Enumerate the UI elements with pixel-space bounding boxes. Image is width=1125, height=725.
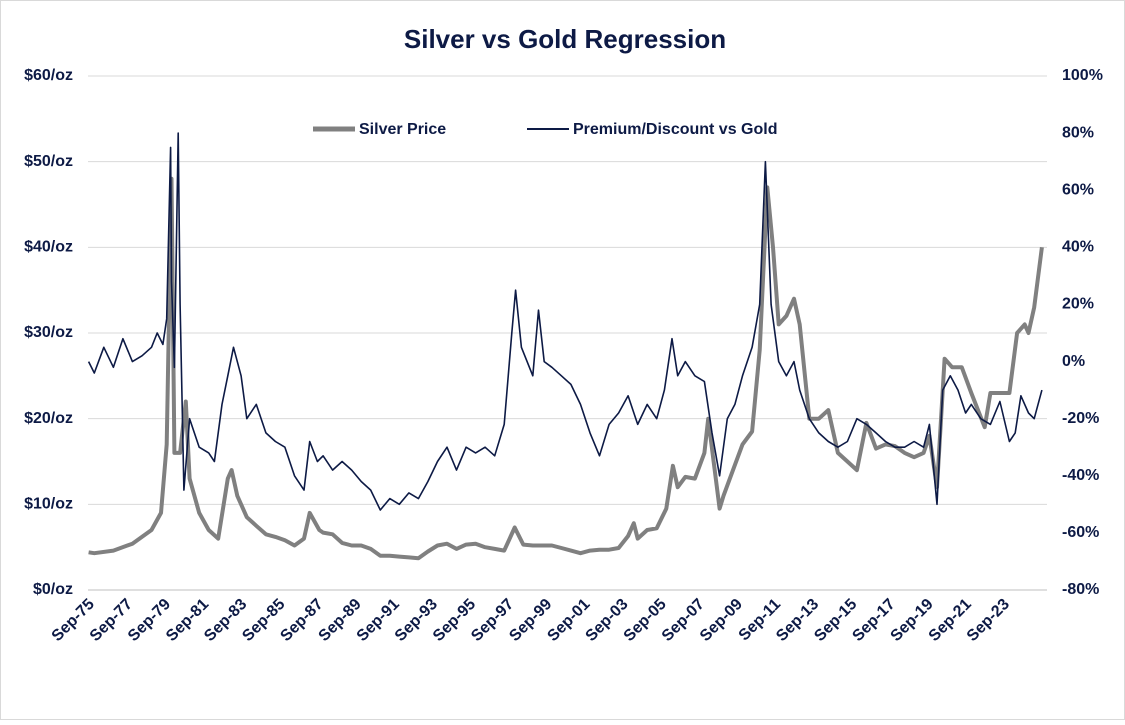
y2-tick-label: 100% [1062,67,1103,84]
y-tick-label: $20/oz [24,410,73,427]
y-tick-label: $40/oz [24,239,73,256]
y-tick-label: $60/oz [24,67,73,84]
y-tick-label: $10/oz [24,496,73,513]
y2-tick-label: 60% [1062,181,1094,198]
legend-label: Premium/Discount vs Gold [573,121,777,138]
y2-tick-label: -60% [1062,524,1099,541]
y2-tick-label: 0% [1062,353,1085,370]
y2-tick-label: -20% [1062,410,1099,427]
y-tick-label: $30/oz [24,324,73,341]
y2-tick-label: 80% [1062,124,1094,141]
y2-tick-label: -80% [1062,581,1099,598]
y-tick-label: $0/oz [33,581,73,598]
series-line [87,132,1043,511]
y2-tick-label: 40% [1062,239,1094,256]
chart-title: Silver vs Gold Regression [404,24,726,54]
y2-tick-label: 20% [1062,296,1094,313]
y2-tick-label: -40% [1062,467,1099,484]
y-tick-label: $50/oz [24,153,73,170]
legend-label: Silver Price [359,121,446,138]
